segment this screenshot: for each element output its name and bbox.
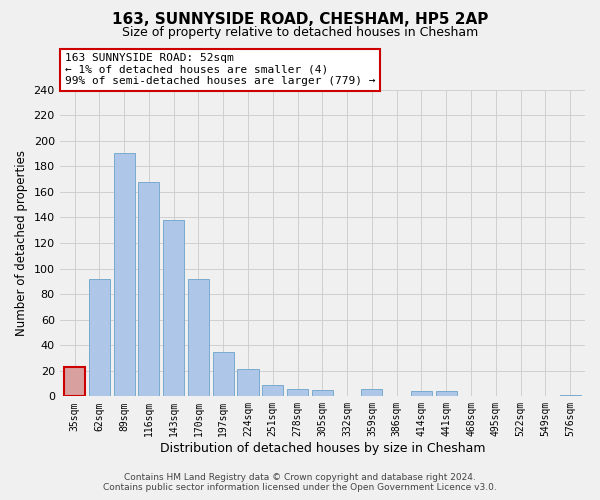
Bar xyxy=(411,391,432,396)
Bar xyxy=(361,388,382,396)
Text: Size of property relative to detached houses in Chesham: Size of property relative to detached ho… xyxy=(122,26,478,39)
Text: Contains HM Land Registry data © Crown copyright and database right 2024.
Contai: Contains HM Land Registry data © Crown c… xyxy=(103,473,497,492)
Y-axis label: Number of detached properties: Number of detached properties xyxy=(15,150,28,336)
Bar xyxy=(113,154,134,396)
Bar xyxy=(287,388,308,396)
Bar xyxy=(560,395,581,396)
Bar xyxy=(139,182,160,396)
Text: 163, SUNNYSIDE ROAD, CHESHAM, HP5 2AP: 163, SUNNYSIDE ROAD, CHESHAM, HP5 2AP xyxy=(112,12,488,28)
X-axis label: Distribution of detached houses by size in Chesham: Distribution of detached houses by size … xyxy=(160,442,485,455)
Text: 163 SUNNYSIDE ROAD: 52sqm
← 1% of detached houses are smaller (4)
99% of semi-de: 163 SUNNYSIDE ROAD: 52sqm ← 1% of detach… xyxy=(65,54,376,86)
Bar xyxy=(212,352,234,397)
Bar xyxy=(188,278,209,396)
Bar xyxy=(163,220,184,396)
Bar xyxy=(238,370,259,396)
Bar xyxy=(64,367,85,396)
Bar xyxy=(262,385,283,396)
Bar xyxy=(436,391,457,396)
Bar xyxy=(89,278,110,396)
Bar xyxy=(312,390,333,396)
